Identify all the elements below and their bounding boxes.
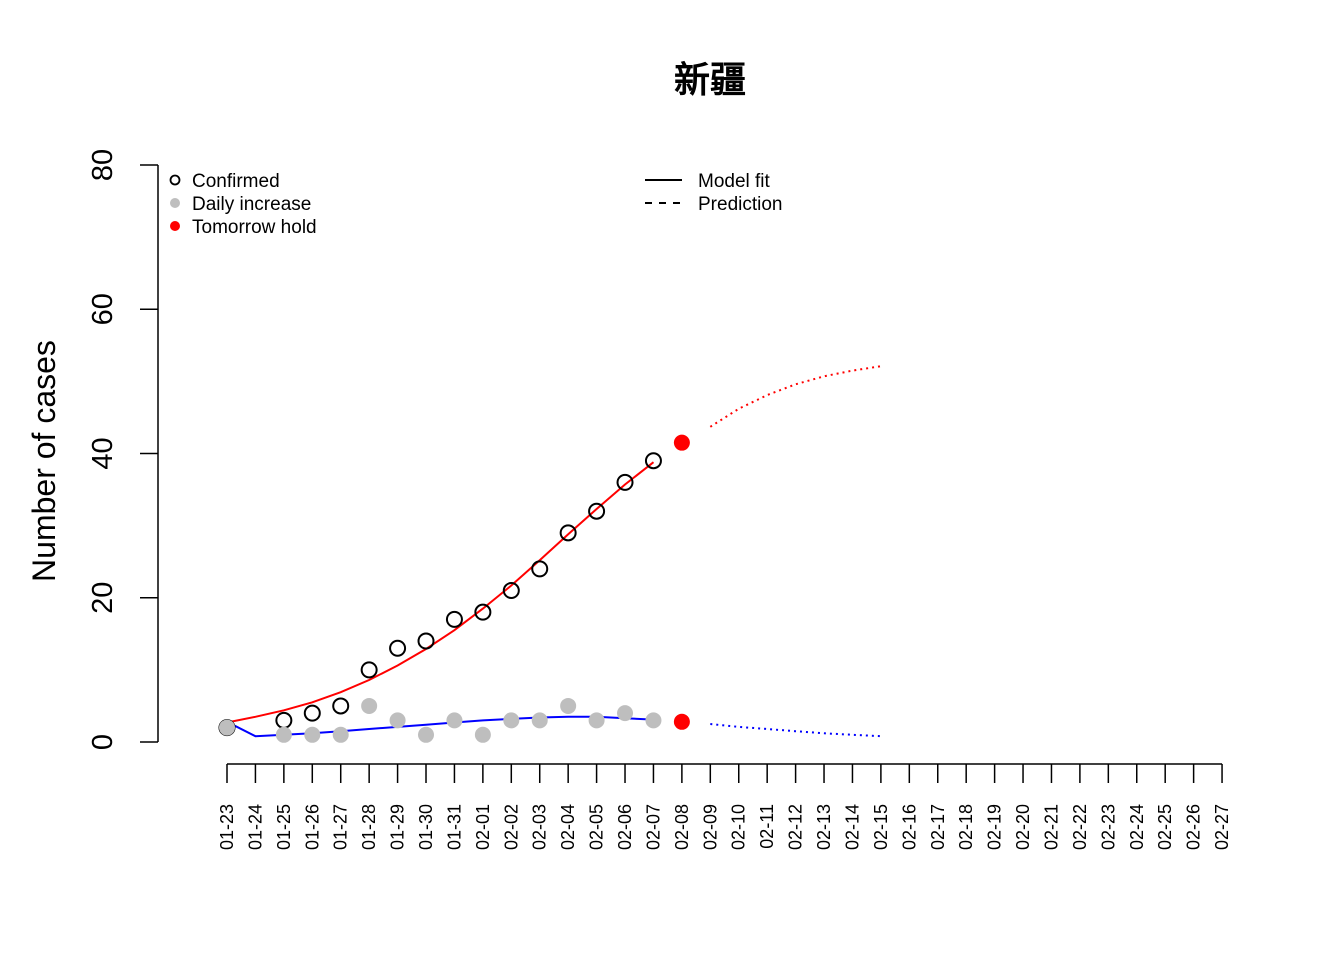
y-tick-label: 80	[87, 149, 119, 181]
daily-increase-point	[332, 726, 349, 743]
tomorrow-hold-point	[673, 434, 690, 451]
legend-label: Model fit	[698, 171, 771, 192]
x-tick-label: 01-25	[274, 804, 294, 850]
x-tick-label: 01-24	[245, 804, 265, 850]
confirmed-point	[417, 632, 435, 650]
x-tick-label: 02-24	[1127, 804, 1147, 850]
daily-increase-point	[361, 697, 378, 714]
x-tick-label: 01-26	[302, 804, 322, 850]
tomorrow-hold-point	[673, 713, 690, 730]
confirmed-point	[389, 639, 407, 657]
y-axis-label: Number of cases	[26, 340, 62, 582]
x-tick-label: 02-06	[615, 804, 635, 850]
confirmed-point	[588, 502, 606, 520]
confirmed-point	[474, 603, 492, 621]
x-tick-label: 02-21	[1041, 804, 1061, 850]
x-tick-label: 02-08	[672, 804, 692, 850]
prediction-line	[709, 365, 882, 428]
confirmed-point	[559, 524, 577, 542]
x-tick-label: 01-28	[359, 804, 379, 850]
x-tick-label: 02-12	[786, 804, 806, 850]
daily-increase-point	[446, 712, 463, 729]
daily-increase-point	[275, 726, 292, 743]
x-tick-label: 01-31	[444, 804, 464, 850]
x-tick-label: 02-27	[1212, 804, 1232, 850]
daily-increase-point	[304, 726, 321, 743]
legend-label: Prediction	[698, 194, 783, 215]
y-tick-label: 20	[87, 582, 119, 614]
daily-increase-point	[588, 712, 605, 729]
x-tick-label: 02-16	[899, 804, 919, 850]
x-tick-label: 02-15	[871, 804, 891, 850]
x-tick-label: 02-03	[530, 804, 550, 850]
x-tick-label: 02-05	[587, 804, 607, 850]
confirmed-point	[360, 661, 378, 679]
confirmed-point	[644, 452, 662, 470]
x-tick-label: 02-09	[700, 804, 720, 850]
plot-points	[218, 434, 690, 743]
legend-label: Tomorrow hold	[192, 217, 317, 238]
confirmed-point	[502, 582, 520, 600]
prediction-line	[710, 723, 881, 738]
daily-increase-point	[219, 719, 235, 736]
legend-marker	[170, 198, 180, 208]
x-tick-label: 01-27	[331, 804, 351, 850]
x-tick-label: 02-18	[956, 804, 976, 850]
confirmed-point	[303, 704, 321, 722]
y-tick-label: 0	[87, 734, 119, 750]
x-tick-label: 02-11	[757, 804, 777, 849]
x-tick-label: 02-04	[558, 804, 578, 850]
confirmed-point	[275, 711, 293, 729]
confirmed-point	[531, 560, 549, 578]
daily-increase-point	[560, 697, 577, 714]
confirmed-point	[332, 697, 350, 715]
chart-title: 新疆	[674, 60, 746, 101]
x-tick-label: 02-20	[1013, 804, 1033, 850]
legend-label: Daily increase	[192, 194, 311, 215]
x-tick-label: 02-07	[643, 804, 663, 850]
daily-increase-point	[645, 712, 662, 729]
x-tick-label: 02-01	[473, 804, 493, 850]
daily-increase-point	[474, 726, 491, 743]
x-tick-label: 02-02	[501, 804, 521, 850]
x-tick-label: 02-25	[1155, 804, 1175, 850]
x-tick-label: 01-30	[416, 804, 436, 850]
model-fit-line	[226, 715, 654, 738]
x-tick-label: 02-22	[1070, 804, 1090, 850]
y-axis: 0 20 40 60 80	[87, 149, 159, 750]
x-tick-label: 02-23	[1098, 804, 1118, 850]
legend-marker	[170, 221, 180, 231]
x-tick-label: 02-13	[814, 804, 834, 850]
y-tick-label: 40	[87, 437, 119, 469]
daily-increase-point	[617, 705, 634, 722]
x-tick-label: 02-17	[928, 804, 948, 850]
confirmed-point	[445, 610, 463, 628]
x-tick-label: 01-23	[217, 804, 237, 850]
daily-increase-point	[418, 726, 435, 743]
model-fit-line	[226, 461, 655, 724]
x-tick-label: 02-19	[985, 804, 1005, 850]
x-tick-label: 02-10	[729, 804, 749, 850]
x-axis: 01-23 01-24 01-25 01-26 01-27 01-28 01-29 01-30…	[217, 763, 1232, 850]
daily-increase-point	[389, 712, 406, 729]
legend-marker	[169, 174, 181, 186]
daily-increase-point	[531, 712, 548, 729]
x-tick-label: 02-14	[842, 804, 862, 850]
plot-lines	[226, 365, 882, 738]
x-tick-label: 02-26	[1184, 804, 1204, 850]
x-tick-label: 01-29	[388, 804, 408, 850]
legend-label: Confirmed	[192, 171, 280, 192]
y-tick-label: 60	[87, 293, 119, 325]
confirmed-point	[616, 473, 634, 491]
daily-increase-point	[503, 712, 520, 729]
